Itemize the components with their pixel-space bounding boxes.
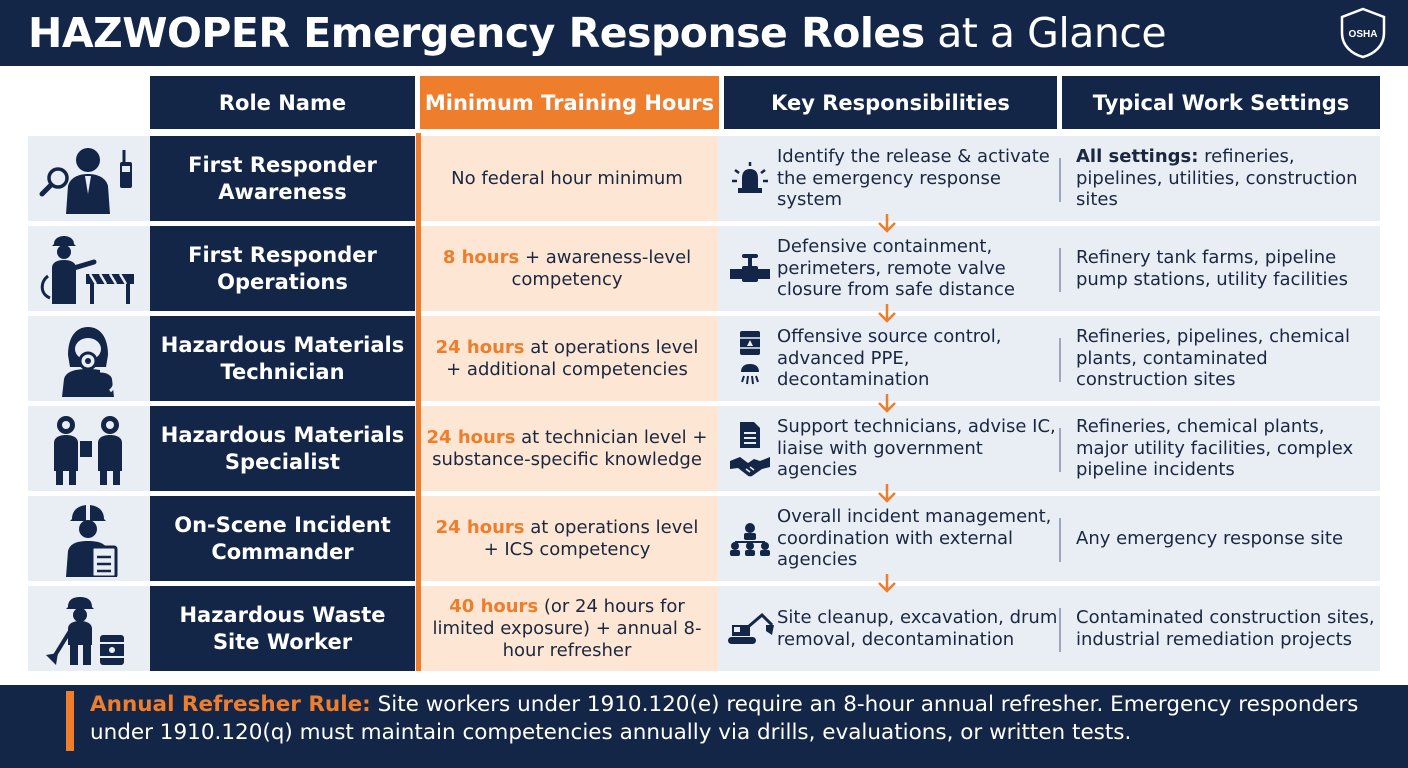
work-settings-text: Refineries, chemical plants, major utili… xyxy=(1076,416,1354,481)
role-name-cell: First Responder Awareness xyxy=(150,136,415,221)
arrow-down-icon xyxy=(878,304,896,323)
responsibilities-text: Defensive containment, perimeters, remot… xyxy=(777,236,1015,301)
responsibilities-cell: Overall incident management, coordinatio… xyxy=(720,496,1060,581)
gas-mask-technician-icon xyxy=(28,316,148,401)
work-settings-text: Refineries, pipelines, chemical plants, … xyxy=(1076,326,1350,391)
training-hours-value: 24 hours xyxy=(426,426,516,448)
footer-note: Annual Refresher Rule: Site workers unde… xyxy=(90,691,1390,747)
role-name-cell: Hazardous Materials Specialist xyxy=(150,406,415,491)
training-hours-cell: 24 hours at operations level + additiona… xyxy=(416,316,718,401)
footer-banner xyxy=(0,685,1408,768)
column-header-responsibilities: Key Responsibilities xyxy=(724,76,1057,129)
divider xyxy=(1059,428,1061,472)
divider xyxy=(1059,518,1061,562)
role-name-cell: On-Scene Incident Commander xyxy=(150,496,415,581)
training-hours-detail: at technician level + substance-specific… xyxy=(432,426,708,470)
role-name-cell: First Responder Operations xyxy=(150,226,415,311)
divider xyxy=(1059,338,1061,382)
work-settings-cell: Refineries, chemical plants, major utili… xyxy=(1076,406,1376,491)
osha-shield-icon: OSHA xyxy=(1340,7,1386,59)
work-settings-text: Any emergency response site xyxy=(1076,527,1344,549)
work-settings-cell: Refinery tank farms, pipeline pump stati… xyxy=(1076,226,1376,311)
work-settings-text: Contaminated construction sites, industr… xyxy=(1076,607,1375,650)
training-hours-cell: 24 hours at operations level + ICS compe… xyxy=(416,496,718,581)
firefighter-barricade-icon xyxy=(28,226,148,311)
work-settings-text: Refinery tank farms, pipeline pump stati… xyxy=(1076,247,1348,290)
org-chart-icon xyxy=(730,522,770,556)
title-bar xyxy=(0,0,1408,66)
footer-body: Site workers under 1910.120(e) require a… xyxy=(90,692,1359,745)
divider xyxy=(1059,248,1061,292)
shower-icon xyxy=(741,363,759,384)
responsibilities-text: Support technicians, advise IC, liaise w… xyxy=(777,416,1056,481)
arrow-down-icon xyxy=(878,484,896,503)
valve-icon xyxy=(730,253,770,282)
responsibilities-text: Offensive source control, advanced PPE, … xyxy=(777,326,1002,391)
responsibilities-cell: Support technicians, advise IC, liaise w… xyxy=(720,406,1060,491)
divider xyxy=(1059,158,1061,202)
divider xyxy=(1059,608,1061,652)
training-hours-cell: 24 hours at technician level + substance… xyxy=(416,406,718,491)
title-bold-part: HAZWOPER Emergency Response Roles xyxy=(28,9,925,57)
responsibilities-cell: Site cleanup, excavation, drum removal, … xyxy=(720,586,1060,671)
training-hours-value: 8 hours xyxy=(442,246,520,268)
title-light-part: at a Glance xyxy=(937,9,1167,57)
hazmat-drum-icon xyxy=(740,330,760,355)
work-settings-cell: Contaminated construction sites, industr… xyxy=(1076,586,1376,671)
training-hours-detail: (or 24 hours for limited exposure) + ann… xyxy=(432,595,702,661)
training-hours-cell: 40 hours (or 24 hours for limited exposu… xyxy=(416,586,718,671)
role-name-cell: Hazardous Waste Site Worker xyxy=(150,586,415,671)
footer-accent-bar xyxy=(66,691,74,751)
training-column-accent xyxy=(416,133,421,671)
responsibilities-cell: Offensive source control, advanced PPE, … xyxy=(720,316,1060,401)
training-hours-value: 24 hours xyxy=(435,336,525,358)
column-header-role-name: Role Name xyxy=(150,76,415,129)
column-header-work-settings: Typical Work Settings xyxy=(1062,76,1380,129)
training-hours-detail: at operations level + additional compete… xyxy=(446,336,699,380)
work-settings-cell: All settings: refineries, pipelines, uti… xyxy=(1076,136,1376,221)
responsibilities-cell: Identify the release & activate the emer… xyxy=(720,136,1060,221)
training-hours-cell: 8 hours + awareness-level competency xyxy=(416,226,718,311)
training-hours-detail: No federal hour minimum xyxy=(451,167,683,189)
site-worker-drum-icon xyxy=(28,586,148,671)
osha-badge-text: OSHA xyxy=(1349,29,1378,40)
footer-lead: Annual Refresher Rule: xyxy=(90,692,371,717)
training-hours-value: 24 hours xyxy=(435,516,525,538)
alarm-beacon-icon xyxy=(732,161,768,193)
training-hours-detail: at operations level + ICS competency xyxy=(483,516,699,560)
training-hours-detail: + awareness-level competency xyxy=(511,246,692,290)
training-hours-value: 40 hours xyxy=(449,595,539,617)
awareness-icon xyxy=(28,136,148,221)
excavator-icon xyxy=(728,612,774,644)
responsibilities-cell: Defensive containment, perimeters, remot… xyxy=(720,226,1060,311)
document-icon xyxy=(740,421,760,448)
responsibilities-text: Identify the release & activate the emer… xyxy=(777,146,1050,211)
responsibilities-text: Site cleanup, excavation, drum removal, … xyxy=(777,607,1058,650)
hazmat-specialists-icon xyxy=(28,406,148,491)
training-hours-cell: No federal hour minimum xyxy=(416,136,718,221)
arrow-down-icon xyxy=(878,574,896,593)
column-header-training-hours: Minimum Training Hours xyxy=(420,76,719,129)
work-settings-lead: All settings: xyxy=(1076,146,1199,168)
arrow-down-icon xyxy=(878,214,896,233)
handshake-icon xyxy=(730,456,770,476)
work-settings-cell: Refineries, pipelines, chemical plants, … xyxy=(1076,316,1376,401)
role-name-cell: Hazardous Materials Technician xyxy=(150,316,415,401)
responsibilities-text: Overall incident management, coordinatio… xyxy=(777,506,1052,571)
arrow-down-icon xyxy=(878,394,896,413)
commander-clipboard-icon xyxy=(28,496,148,581)
work-settings-text: refineries, pipelines, utilities, constr… xyxy=(1076,146,1358,211)
work-settings-cell: Any emergency response site xyxy=(1076,496,1376,581)
page-title: HAZWOPER Emergency Response Roles at a G… xyxy=(28,9,1167,57)
